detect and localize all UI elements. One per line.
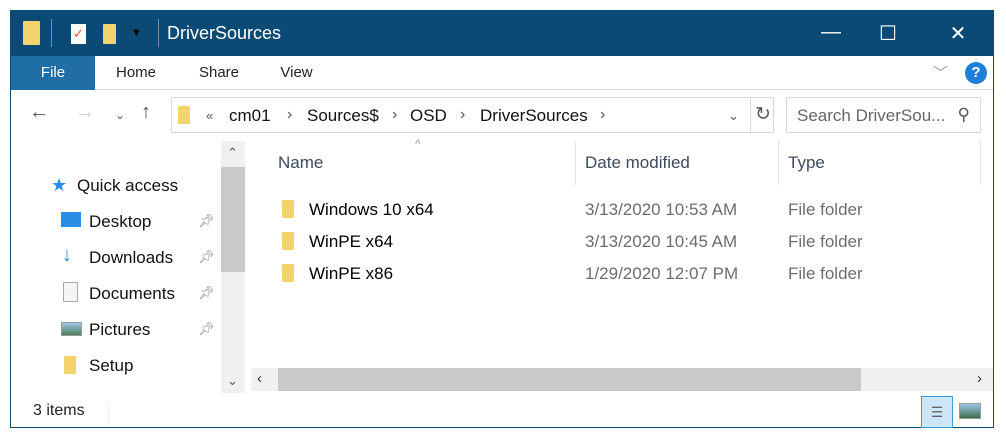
tab-file[interactable]: File: [11, 56, 95, 90]
refresh-icon[interactable]: ↻: [755, 104, 771, 125]
file-type: File folder: [788, 264, 863, 283]
close-button[interactable]: ✕: [949, 23, 967, 45]
forward-arrow-icon[interactable]: →: [75, 101, 95, 123]
star-icon: ★: [51, 175, 68, 195]
breadcrumb-osd[interactable]: OSD: [410, 106, 447, 125]
scroll-right-icon[interactable]: ›: [977, 370, 982, 387]
title-bar: ✓ ▼ DriverSources — ☐ ✕: [11, 11, 993, 56]
divider: [158, 19, 159, 47]
search-placeholder: Search DriverSou...: [797, 106, 946, 125]
scroll-up-icon[interactable]: ⌃: [227, 145, 238, 160]
nav-item-setup[interactable]: Setup: [89, 356, 134, 375]
file-date: 3/13/2020 10:45 AM: [585, 232, 738, 251]
column-divider[interactable]: [778, 141, 779, 185]
maximize-button[interactable]: ☐: [879, 23, 897, 45]
up-arrow-icon[interactable]: ↑: [141, 101, 151, 123]
table-row[interactable]: Windows 10 x64 3/13/2020 10:53 AM File f…: [271, 197, 971, 225]
chevron-right-icon: ›: [600, 106, 606, 123]
chevron-right-icon: ›: [460, 106, 466, 123]
scrollbar-thumb[interactable]: [221, 167, 245, 272]
breadcrumb-cm01[interactable]: cm01: [229, 106, 271, 125]
divider: [51, 19, 52, 47]
table-row[interactable]: WinPE x64 3/13/2020 10:45 AM File folder: [271, 229, 971, 257]
nav-item-pictures[interactable]: Pictures: [89, 320, 151, 339]
nav-vertical-scrollbar[interactable]: ⌃ ⌄: [221, 141, 245, 393]
search-input[interactable]: Search DriverSou... ⚲: [786, 97, 981, 133]
column-divider[interactable]: [575, 141, 576, 185]
desktop-icon: [61, 212, 81, 227]
pin-icon[interactable]: 📌︎: [198, 249, 215, 264]
file-date: 3/13/2020 10:53 AM: [585, 200, 738, 219]
tab-view[interactable]: View: [280, 64, 313, 81]
table-row[interactable]: WinPE x86 1/29/2020 12:07 PM File folder: [271, 261, 971, 289]
folder-icon: [178, 106, 190, 124]
file-type: File folder: [788, 200, 863, 219]
navigation-pane: ★ Quick access Desktop 📌︎ ↓ Downloads 📌︎…: [11, 141, 221, 393]
ribbon-tabs: File Home Share View ﹀ ?: [11, 56, 993, 90]
file-name: WinPE x64: [309, 232, 394, 251]
breadcrumb-sources[interactable]: Sources$: [307, 106, 379, 125]
folder-icon: [64, 356, 76, 374]
status-item-count: 3 items: [33, 402, 85, 419]
nav-item-desktop[interactable]: Desktop: [89, 212, 152, 231]
scrollbar-thumb[interactable]: [278, 368, 861, 391]
horizontal-scrollbar[interactable]: ‹ ›: [251, 368, 993, 391]
folder-icon: [282, 264, 294, 282]
help-icon[interactable]: ?: [965, 62, 987, 84]
explorer-window: ✓ ▼ DriverSources — ☐ ✕ File Home Share …: [10, 10, 994, 428]
customize-toolbar-icon[interactable]: ▼: [131, 27, 142, 39]
properties-icon[interactable]: ✓: [71, 24, 86, 44]
overflow-icon[interactable]: «: [206, 108, 214, 123]
column-header-name[interactable]: Name: [278, 153, 324, 172]
recent-chevron-icon[interactable]: ⌄: [115, 108, 126, 122]
column-header-date[interactable]: Date modified: [585, 153, 690, 172]
folder-icon: [282, 232, 294, 250]
folder-icon: [23, 21, 40, 45]
breadcrumb-driversources[interactable]: DriverSources: [480, 106, 588, 125]
address-dropdown-icon[interactable]: ⌄: [728, 108, 739, 123]
column-divider[interactable]: [980, 141, 981, 185]
chevron-right-icon: ›: [392, 106, 398, 123]
sort-ascending-icon: ^: [415, 137, 421, 151]
nav-quick-access[interactable]: Quick access: [77, 176, 179, 195]
downloads-icon: ↓: [62, 244, 72, 266]
chevron-right-icon: ›: [287, 106, 293, 123]
divider: [108, 403, 109, 423]
pin-icon[interactable]: 📌︎: [198, 213, 215, 228]
address-bar[interactable]: « cm01 › Sources$ › OSD › DriverSources …: [171, 97, 774, 133]
large-icons-view-button[interactable]: [959, 403, 981, 419]
file-name: Windows 10 x64: [309, 200, 434, 219]
column-header-type[interactable]: Type: [788, 153, 825, 172]
scroll-left-icon[interactable]: ‹: [257, 370, 262, 387]
file-date: 1/29/2020 12:07 PM: [585, 264, 739, 283]
window-title: DriverSources: [167, 23, 282, 43]
chevron-down-icon[interactable]: ﹀: [933, 65, 949, 82]
file-type: File folder: [788, 232, 863, 251]
pin-icon[interactable]: 📌︎: [198, 321, 215, 336]
back-arrow-icon[interactable]: ←: [29, 101, 49, 123]
details-view-button[interactable]: ☰: [921, 396, 953, 428]
nav-item-downloads[interactable]: Downloads: [89, 248, 174, 267]
nav-item-documents[interactable]: Documents: [89, 284, 175, 303]
divider: [750, 98, 751, 132]
new-folder-icon[interactable]: [103, 24, 116, 44]
pictures-icon: [61, 322, 82, 336]
minimize-button[interactable]: —: [821, 21, 841, 43]
folder-icon: [282, 200, 294, 218]
tab-home[interactable]: Home: [115, 64, 156, 81]
file-name: WinPE x86: [309, 264, 394, 283]
tab-share[interactable]: Share: [198, 64, 240, 81]
scroll-down-icon[interactable]: ⌄: [227, 373, 238, 388]
search-icon: ⚲: [957, 105, 970, 124]
pin-icon[interactable]: 📌︎: [198, 285, 215, 300]
documents-icon: [63, 282, 78, 302]
